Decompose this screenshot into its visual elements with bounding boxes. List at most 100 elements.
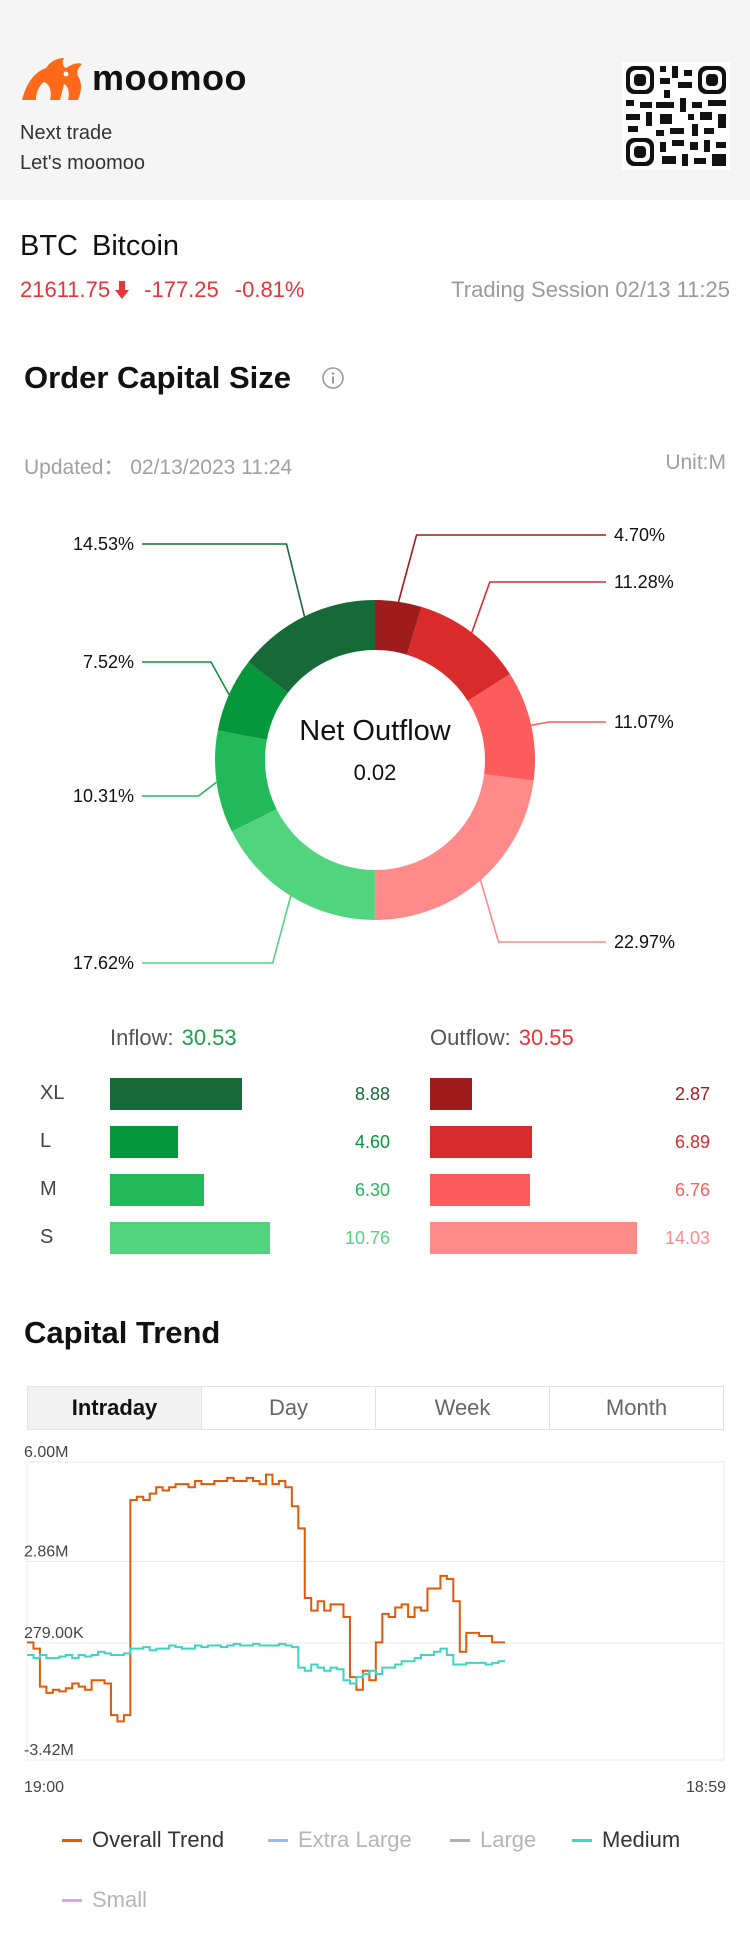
outflow-label: Outflow: <box>430 1025 511 1050</box>
legend-label: Small <box>92 1887 148 1912</box>
inflow-label: Inflow: <box>110 1025 174 1050</box>
donut-slice-label: 7.52% <box>83 652 134 672</box>
outflow-row-value: 6.89 <box>674 1132 710 1152</box>
brand-name: moomoo <box>92 57 247 98</box>
stock-price: 21611.75 <box>20 277 111 302</box>
donut-leader-line <box>471 581 606 633</box>
y-tick-label: 279.00K <box>24 1625 84 1642</box>
donut-slice-label: 17.62% <box>73 953 134 973</box>
donut-slice <box>374 774 534 920</box>
tagline-line-1: Next trade <box>20 122 113 144</box>
legend-swatch <box>572 1838 592 1842</box>
donut-leader-line <box>142 781 218 797</box>
outflow-bar <box>430 1222 637 1254</box>
tagline-line-2: Let's moomoo <box>20 152 145 174</box>
donut-center-title: Net Outflow <box>299 715 452 747</box>
y-tick-label: 6.00M <box>24 1444 68 1461</box>
donut-leader-line <box>142 661 230 695</box>
donut-leader-line <box>531 721 606 727</box>
outflow-bar <box>430 1126 532 1158</box>
outflow-value: 30.55 <box>518 1025 574 1050</box>
inflow-total: Inflow: 30.53 <box>110 1025 237 1051</box>
legend-item[interactable]: Medium <box>572 1827 680 1853</box>
inflow-row-value: 4.60 <box>354 1132 390 1152</box>
legend-item[interactable]: Extra Large <box>268 1827 412 1853</box>
inflow-row-value: 6.30 <box>354 1180 390 1200</box>
donut-leader-line <box>142 543 306 617</box>
chart-frame <box>26 1461 725 1761</box>
outflow-bar <box>430 1078 473 1110</box>
stock-name: Bitcoin <box>92 230 180 262</box>
inflow-bar <box>110 1078 243 1110</box>
y-tick-label: -3.42M <box>24 1742 74 1759</box>
x-end-label: 18:59 <box>686 1779 726 1796</box>
stock-quote: 21611.75 -177.25 -0.81% <box>20 277 304 303</box>
stock-change: -177.25 <box>144 277 219 302</box>
tab-month[interactable]: Month <box>605 1395 668 1420</box>
flow-row-label: XL <box>40 1082 65 1104</box>
tab-intraday[interactable]: Intraday <box>28 1387 202 1429</box>
inflow-row-value: 10.76 <box>344 1228 390 1248</box>
donut-slice-label: 10.31% <box>73 786 134 806</box>
donut-slice <box>375 600 422 655</box>
flow-row-label: M <box>40 1178 57 1200</box>
period-tabs: Intraday Day Week Month <box>27 1386 724 1430</box>
trend-series-line <box>27 1642 505 1685</box>
tab-day[interactable]: Day <box>202 1387 376 1429</box>
trading-session: Trading Session 02/13 11:25 <box>451 277 730 302</box>
promo-header: moomoo Next trade Let's moomoo <box>0 0 750 200</box>
capital-trend-title: Capital Trend <box>24 1315 221 1350</box>
legend-label: Extra Large <box>298 1827 412 1852</box>
arrow-down-icon <box>115 281 130 299</box>
donut-slice-label: 4.70% <box>614 525 665 545</box>
donut-slice <box>217 662 288 740</box>
donut-slice-label: 11.07% <box>614 712 674 732</box>
outflow-row-value: 6.76 <box>674 1180 710 1200</box>
flow-row-label: S <box>40 1226 54 1248</box>
trend-series-line <box>27 1473 505 1723</box>
updated-time: Updated： 02/13/2023 11:24 <box>24 456 293 479</box>
donut-leader-line <box>479 880 606 943</box>
legend-item[interactable]: Large <box>450 1827 536 1853</box>
inflow-bar <box>110 1174 204 1206</box>
legend-label: Large <box>480 1827 537 1852</box>
inflow-bar <box>110 1126 179 1158</box>
unit-label: Unit:M <box>665 451 726 474</box>
legend-label: Overall Trend <box>92 1827 225 1852</box>
brand-logo: moomoo <box>20 54 247 102</box>
donut-center-value: 0.02 <box>354 760 397 785</box>
legend-item[interactable]: Small <box>62 1887 147 1913</box>
donut-slice-label: 11.28% <box>614 572 674 592</box>
legend-item[interactable]: Overall Trend <box>62 1827 224 1853</box>
donut-slice-label: 22.97% <box>614 932 675 952</box>
donut-slice <box>467 674 535 781</box>
x-start-label: 19:00 <box>24 1779 64 1796</box>
inflow-value: 30.53 <box>181 1025 237 1050</box>
legend-swatch <box>62 1838 82 1842</box>
legend-swatch <box>268 1838 288 1842</box>
stock-title: BTC Bitcoin <box>20 230 179 263</box>
order-capital-title: Order Capital Size <box>24 360 292 395</box>
donut-leader-line <box>142 895 292 964</box>
outflow-row-value: 14.03 <box>664 1228 710 1248</box>
donut-slice <box>248 600 375 693</box>
donut-leader-line <box>397 534 606 602</box>
bull-logo-icon <box>22 58 82 100</box>
legend-swatch <box>62 1898 82 1902</box>
capital-trend-chart: 6.00M 2.86M 279.00K -3.42M 19:00 18:59 <box>24 1444 726 1796</box>
flow-row-label: L <box>40 1130 52 1152</box>
inflow-row-value: 8.88 <box>354 1084 390 1104</box>
info-icon[interactable] <box>321 366 345 390</box>
donut-slice-label: 14.53% <box>73 534 134 554</box>
qr-code <box>622 62 730 170</box>
inflow-bar <box>110 1222 270 1254</box>
y-tick-label: 2.86M <box>24 1543 68 1560</box>
outflow-bar <box>430 1174 530 1206</box>
order-capital-donut-chart: 4.70% 11.28% 11.07% 22.97% 17.62% 10.31% 7.52%… <box>73 525 675 973</box>
legend-label: Medium <box>602 1827 681 1852</box>
donut-slice <box>231 809 375 920</box>
tab-week[interactable]: Week <box>376 1387 550 1429</box>
legend-swatch <box>450 1838 470 1842</box>
donut-slice <box>407 606 510 701</box>
outflow-total: Outflow: 30.55 <box>430 1025 574 1051</box>
